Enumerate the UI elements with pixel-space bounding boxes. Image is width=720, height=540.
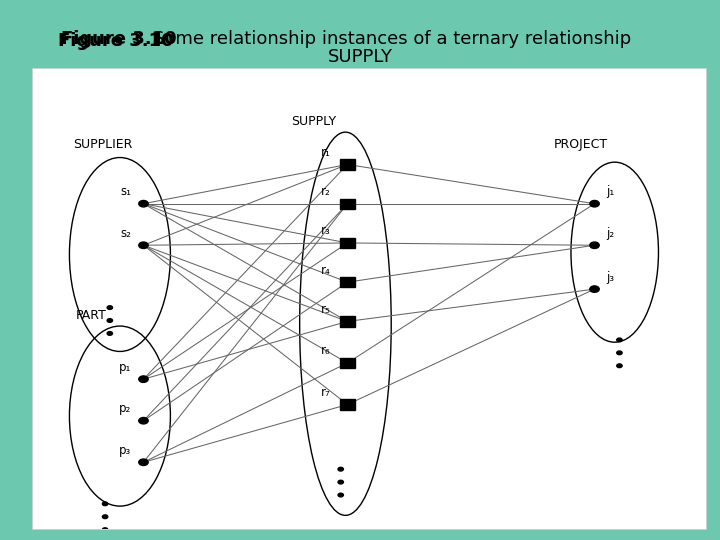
Text: r₃: r₃ <box>321 225 330 238</box>
Circle shape <box>107 319 112 322</box>
Circle shape <box>139 242 148 248</box>
Text: PART: PART <box>76 309 107 322</box>
Bar <box>340 199 355 209</box>
Text: SUPPLY: SUPPLY <box>328 48 392 66</box>
Text: r₂: r₂ <box>321 185 330 198</box>
Circle shape <box>617 364 622 368</box>
Circle shape <box>590 242 599 248</box>
Bar <box>340 400 355 410</box>
Text: p₁: p₁ <box>119 361 131 374</box>
Circle shape <box>139 200 148 207</box>
Circle shape <box>139 459 148 465</box>
Circle shape <box>617 351 622 355</box>
Circle shape <box>139 417 148 424</box>
Text: Figure 3.10: Figure 3.10 <box>61 30 177 48</box>
Bar <box>340 277 355 287</box>
Circle shape <box>102 528 108 531</box>
Circle shape <box>590 200 599 207</box>
Bar <box>340 159 355 170</box>
Text: r₆: r₆ <box>321 345 330 357</box>
Text: j₃: j₃ <box>607 271 615 284</box>
Text: p₃: p₃ <box>119 444 131 457</box>
Bar <box>340 358 355 368</box>
Circle shape <box>107 332 112 335</box>
Circle shape <box>102 515 108 518</box>
Circle shape <box>338 480 343 484</box>
Circle shape <box>102 502 108 505</box>
Text: j₂: j₂ <box>607 227 615 240</box>
Text: SUPPLY: SUPPLY <box>292 115 337 128</box>
Text: s₁: s₁ <box>120 185 131 198</box>
Text: r₇: r₇ <box>321 386 330 399</box>
Text: p₂: p₂ <box>119 402 131 415</box>
Text: j₁: j₁ <box>607 185 615 198</box>
Text: Figure 3.10: Figure 3.10 <box>58 31 174 50</box>
Circle shape <box>107 306 112 309</box>
Circle shape <box>338 467 343 471</box>
Text: r₄: r₄ <box>321 264 330 276</box>
Text: Some relationship instances of a ternary relationship: Some relationship instances of a ternary… <box>61 30 631 48</box>
Bar <box>340 238 355 248</box>
Text: SUPPLIER: SUPPLIER <box>73 138 132 151</box>
Text: s₂: s₂ <box>120 227 131 240</box>
Text: r₅: r₅ <box>321 303 330 316</box>
Circle shape <box>139 376 148 382</box>
Circle shape <box>617 338 622 342</box>
Bar <box>340 316 355 327</box>
Circle shape <box>590 286 599 292</box>
Text: PROJECT: PROJECT <box>554 138 608 151</box>
Circle shape <box>338 493 343 497</box>
Text: r₁: r₁ <box>320 146 330 159</box>
